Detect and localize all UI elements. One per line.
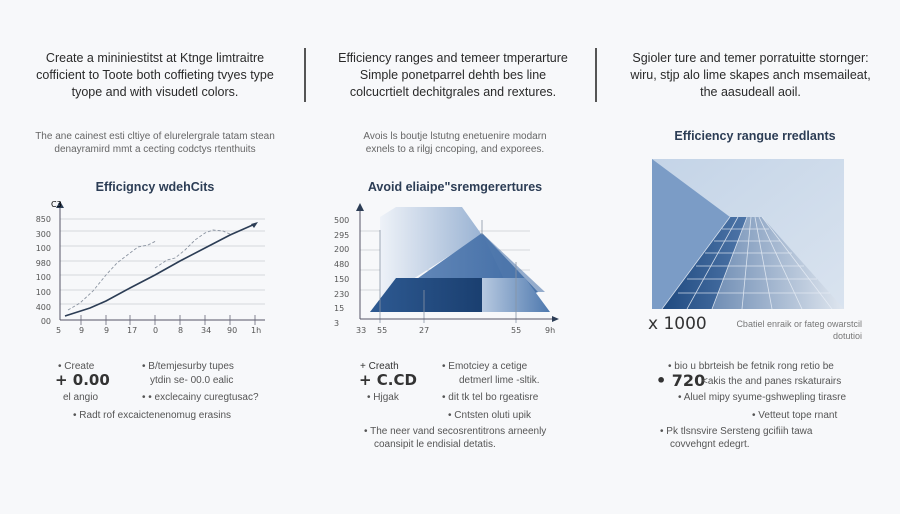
x-tick: 1h xyxy=(251,326,262,335)
subtext-line: The ane cainest esti cltiye of elurelerg… xyxy=(35,131,275,142)
column-2-heading: Efficiency ranges and temeer tmperarture… xyxy=(318,50,588,101)
chart-2-title: Avoid eliaipe"sremgerertures xyxy=(367,180,543,194)
x-tick: 9 xyxy=(79,326,85,335)
column-divider xyxy=(595,48,597,102)
area-chart xyxy=(356,203,559,323)
x-tick: 0 xyxy=(153,326,159,335)
y-tick: 15 xyxy=(334,304,345,314)
heading-line: cofficient to Toote both coffieting tvye… xyxy=(36,68,274,82)
note-line-4: • Vetteut tope rnant xyxy=(752,410,838,421)
y-tick: 295 xyxy=(334,230,350,240)
subtext-line: exnels to a rilgj cncoping, and exporees… xyxy=(365,144,545,155)
x-tick: 17 xyxy=(127,326,138,335)
note-value: • 720 xyxy=(656,371,706,390)
heading-line: tyope and with visudetl colors. xyxy=(71,85,239,99)
y-tick: 850 xyxy=(35,215,51,224)
note-right-1: • Emotciey a cetige xyxy=(442,361,528,372)
note-line-1: • bio u bbrteish be fetnik rong retio be xyxy=(668,361,834,372)
note-left-value: + C.CD xyxy=(359,371,417,389)
x-tick: 5 xyxy=(56,326,62,335)
chart-1-y-ticks: 850 300 100 980 100 100 400 00 xyxy=(26,213,51,330)
note-bottom-2: coansipit le endisial detatis. xyxy=(374,439,496,450)
y-tick: 100 xyxy=(35,244,51,254)
image-caption: Cbatiel enraik or fateg owarstcil dotuti… xyxy=(710,318,862,342)
x-tick: 27 xyxy=(419,326,430,335)
chart-1-x-ticks: 5 9 9 17 0 8 34 90 1h xyxy=(0,326,900,338)
column-1-heading: Create a mininiestitst at Ktnge limtrait… xyxy=(15,50,295,101)
x-tick: 9 xyxy=(104,326,110,335)
x-tick: 90 xyxy=(227,326,238,335)
y-tick: 200 xyxy=(334,245,350,255)
heading-line: Simple ponetparrel dehth bes line xyxy=(359,68,547,82)
note-right-2: ytdin se- 00.0 ealic xyxy=(150,375,234,386)
note-right-3: • dit tk tel bo rgeatisre xyxy=(442,392,539,403)
x-tick: 33 xyxy=(356,326,367,335)
line-chart: C3 xyxy=(51,200,265,325)
caption-line: Cbatiel enraik or fateg owarstcil xyxy=(736,319,862,329)
image-multiplier: x 1000 xyxy=(648,314,707,334)
x-tick: 8 xyxy=(178,326,184,335)
heading-line: colcucrtielt dechitgrales and rextures. xyxy=(349,85,557,99)
note-left-small: el angio xyxy=(63,392,99,403)
note-right-2: detmerl lime -sltik. xyxy=(459,375,540,386)
y-tick: 150 xyxy=(334,274,350,284)
y-tick: 100 xyxy=(35,287,51,297)
x-tick: 9h xyxy=(545,326,556,335)
chart-3-title: Efficiency rangue rredlants xyxy=(674,129,836,143)
y-tick: 230 xyxy=(334,289,350,299)
caption-line: dotutioi xyxy=(832,331,862,341)
subtext-line: denayramird mmt a cecting codctys rtenth… xyxy=(54,144,256,155)
chart-2-y-ticks: 500 295 200 480 150 230 15 3 xyxy=(334,214,356,332)
x-tick: 55 xyxy=(377,326,388,335)
note-line-2: <akis the and panes rskaturairs xyxy=(702,376,842,387)
column-1-subtext: The ane cainest esti cltiye of elurelerg… xyxy=(20,130,290,156)
x-tick: 34 xyxy=(201,326,212,335)
y-tick: 3 xyxy=(334,318,340,328)
solar-panel-illustration xyxy=(652,159,844,309)
note-left-top: • Create xyxy=(58,361,95,372)
x-tick: 55 xyxy=(511,326,522,335)
y-tick: 480 xyxy=(334,260,350,270)
note-right-3: • • exclecainy curegtusac? xyxy=(142,392,259,403)
column-divider xyxy=(304,48,306,102)
y-axis-label: C3 xyxy=(51,200,62,209)
heading-line: Create a mininiestitst at Ktnge limtrait… xyxy=(45,51,265,65)
note-bottom-1: • The neer vand secosrentitrons arneenly xyxy=(364,426,547,437)
note-bottom: • Radt rof excaictenenomug erasins xyxy=(73,410,232,421)
y-tick: 100 xyxy=(35,273,51,283)
column-2-subtext: Avois ls boutje lstutng enetuenire modar… xyxy=(325,130,585,156)
note-bottom-2: covvehgnt edegrt. xyxy=(670,439,750,450)
y-tick: 500 xyxy=(334,216,350,225)
note-line-3: • Aluel mipy syume-gshwepling tirasre xyxy=(678,392,847,403)
chart-2-x-ticks: 33 55 27 55 9h xyxy=(0,326,900,338)
note-left-small: • Hjgak xyxy=(367,392,399,403)
note-right-4: • Cntsten oluti upik xyxy=(448,410,531,421)
note-left-top: + Creath xyxy=(360,361,399,372)
chart-1-title: Efficigncy wdehCits xyxy=(95,180,215,194)
y-tick: 00 xyxy=(40,317,51,327)
heading-line: wiru, stjp alo lime skapes anch msemaile… xyxy=(630,68,871,82)
note-left-value: + 0.00 xyxy=(55,371,110,389)
subtext-line: Avois ls boutje lstutng enetuenire modar… xyxy=(363,131,547,142)
note-bottom-1: • Pk tlsnsvire Sersteng gcifiih tawa xyxy=(660,426,813,437)
heading-line: the aasudeall aoil. xyxy=(700,85,801,99)
heading-line: Sgioler ture and temer porratuitte storn… xyxy=(632,51,869,65)
note-right-1: • B/temjesurby tupes xyxy=(142,361,234,372)
heading-line: Efficiency ranges and temeer tmperarture xyxy=(338,51,568,65)
y-tick: 980 xyxy=(35,258,51,268)
column-3-heading: Sgioler ture and temer porratuitte storn… xyxy=(608,50,893,101)
y-tick: 400 xyxy=(35,302,51,312)
y-tick: 300 xyxy=(35,229,51,239)
